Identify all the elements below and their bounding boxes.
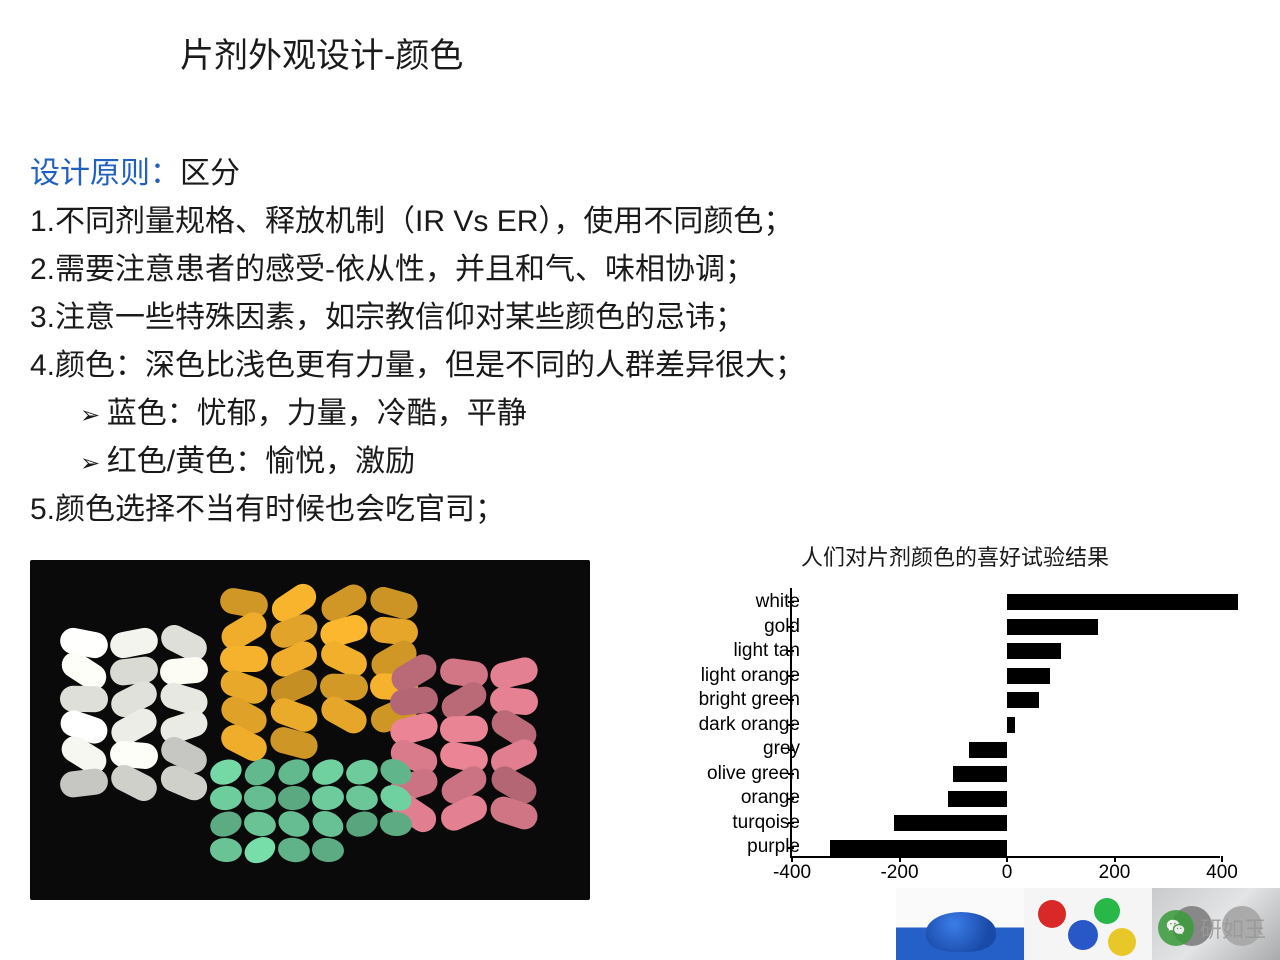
wechat-icon	[1158, 910, 1194, 946]
sub-item-1: 蓝色：忧郁，力量，冷酷，平静	[30, 390, 1250, 438]
bar-label: light orange	[660, 665, 800, 687]
bar-label: light tan	[660, 640, 800, 662]
principle-value: 区分	[180, 157, 240, 190]
content-block: 设计原则：区分 1.不同剂量规格、释放机制（IR Vs ER），使用不同颜色； …	[30, 150, 1250, 534]
footer-thumb-2	[1024, 888, 1152, 960]
x-tick-label: 400	[1206, 862, 1238, 884]
x-tick-label: -400	[773, 862, 811, 884]
principle-label: 设计原则：	[30, 157, 180, 190]
bar-label: gold	[660, 616, 800, 638]
bar-label: white	[660, 591, 800, 613]
list-item-3: 3.注意一些特殊因素，如宗教信仰对某些颜色的忌讳；	[30, 294, 1250, 342]
x-tick-label: 200	[1099, 862, 1131, 884]
sub-item-2: 红色/黄色：愉悦，激励	[30, 438, 1250, 486]
bar-label: grey	[660, 738, 800, 760]
chart-title: 人们对片剂颜色的喜好试验结果	[670, 540, 1240, 572]
watermark-text: 研如玉	[1200, 912, 1266, 944]
slide-title: 片剂外观设计-颜色	[180, 28, 463, 77]
list-item-2: 2.需要注意患者的感受-依从性，并且和气、味相协调；	[30, 246, 1250, 294]
bar-label: orange	[660, 787, 800, 809]
bar-label: purple	[660, 836, 800, 858]
x-tick-label: 0	[1002, 862, 1013, 884]
bar-label: turqoise	[660, 812, 800, 834]
list-item-5: 5.颜色选择不当有时候也会吃官司；	[30, 486, 1250, 534]
bar-label: dark orange	[660, 714, 800, 736]
bottom-area: 人们对片剂颜色的喜好试验结果 -400 -200 0 200 400 white gold…	[30, 540, 1250, 900]
chart-box: -400 -200 0 200 400 white goldlight tan light …	[640, 580, 1240, 890]
list-item-4: 4.颜色：深色比浅色更有力量，但是不同的人群差异很大；	[30, 342, 1250, 390]
x-tick-label: -200	[880, 862, 918, 884]
pill-photo	[30, 560, 590, 900]
preference-chart-panel: 人们对片剂颜色的喜好试验结果 -400 -200 0 200 400 white gold…	[620, 540, 1240, 900]
watermark: 研如玉	[1158, 910, 1266, 946]
principle-line: 设计原则：区分	[30, 150, 1250, 198]
list-item-1: 1.不同剂量规格、释放机制（IR Vs ER），使用不同颜色；	[30, 198, 1250, 246]
footer-thumb-1	[896, 888, 1024, 960]
bar-label: olive green	[660, 763, 800, 785]
bar-label: bright green	[660, 689, 800, 711]
